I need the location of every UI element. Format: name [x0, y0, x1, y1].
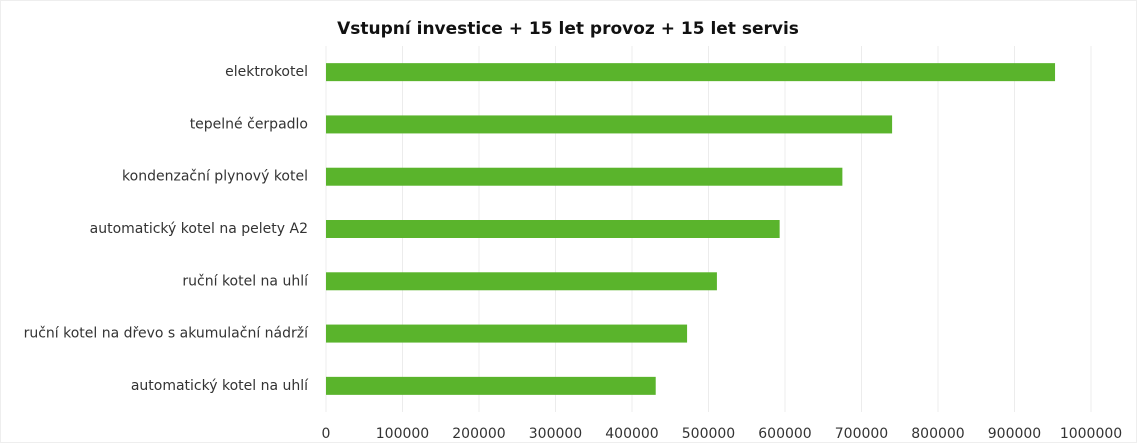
- y-tick-label: elektrokotel: [225, 64, 308, 80]
- bar: [326, 272, 717, 291]
- x-tick-label: 400000: [605, 426, 658, 442]
- y-tick-label: automatický kotel na uhlí: [131, 378, 309, 394]
- x-tick-label: 0: [322, 426, 331, 442]
- y-tick-label: ruční kotel na dřevo s akumulační nádrží: [24, 326, 310, 342]
- x-tick-label: 100000: [376, 426, 429, 442]
- y-tick-label: tepelné čerpadlo: [190, 116, 308, 132]
- x-tick-label: 900000: [988, 426, 1041, 442]
- y-tick-label: kondenzační plynový kotel: [122, 169, 308, 185]
- chart-title: Vstupní investice + 15 let provoz + 15 l…: [337, 19, 799, 39]
- bar: [326, 167, 843, 186]
- bar: [326, 376, 656, 395]
- x-tick-label: 600000: [758, 426, 811, 442]
- bar: [326, 63, 1056, 82]
- x-tick-label: 300000: [529, 426, 582, 442]
- bar: [326, 115, 893, 134]
- y-tick-label: ruční kotel na uhlí: [182, 273, 309, 289]
- x-tick-label: 1000000: [1060, 426, 1122, 442]
- y-tick-label: automatický kotel na pelety A2: [90, 221, 308, 237]
- x-tick-label: 800000: [911, 426, 964, 442]
- bar: [326, 324, 688, 343]
- bar: [326, 220, 780, 238]
- x-tick-label: 500000: [682, 426, 735, 442]
- x-tick-label: 700000: [835, 426, 888, 442]
- x-tick-label: 200000: [452, 426, 505, 442]
